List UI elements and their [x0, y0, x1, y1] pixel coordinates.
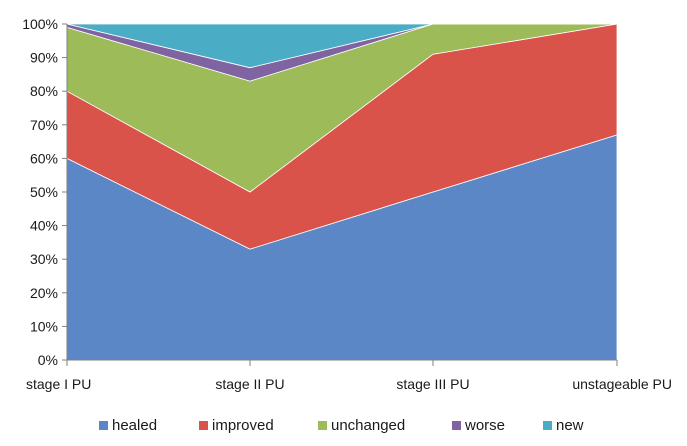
legend-label-worse: worse — [464, 417, 505, 434]
y-tick-label: 70% — [30, 117, 58, 133]
legend-swatch-healed — [99, 421, 108, 430]
legend-swatch-worse — [452, 421, 461, 430]
x-tick-label: unstageable PU — [572, 376, 672, 392]
legend-label-healed: healed — [112, 417, 157, 434]
x-tick-label: stage I PU — [26, 376, 91, 392]
legend-label-new: new — [556, 417, 584, 434]
y-tick-labels: 0% 10% 20% 30% 40% 50% 60% 70% 80% 90% 100% — [22, 16, 58, 368]
legend-swatch-improved — [199, 421, 208, 430]
y-tick-label: 20% — [30, 285, 58, 301]
axes-layer — [62, 23, 618, 366]
legend-swatch-new — [543, 421, 552, 430]
y-tick-label: 60% — [30, 150, 58, 166]
legend: healed improved unchanged worse new — [99, 417, 584, 434]
y-tick-label: 80% — [30, 83, 58, 99]
y-tick-label: 100% — [22, 16, 58, 32]
x-tick-label: stage III PU — [396, 376, 469, 392]
y-tick-label: 10% — [30, 318, 58, 334]
y-tick-label: 40% — [30, 218, 58, 234]
legend-label-improved: improved — [212, 417, 274, 434]
legend-swatch-unchanged — [318, 421, 327, 430]
y-tick-label: 50% — [30, 184, 58, 200]
y-tick-label: 30% — [30, 251, 58, 267]
y-tick-label: 90% — [30, 50, 58, 66]
x-tick-labels: stage I PU stage II PU stage III PU unstage… — [26, 376, 672, 392]
x-tick-label: stage II PU — [215, 376, 284, 392]
area-new — [66, 23, 618, 69]
y-tick-label: 0% — [38, 352, 58, 368]
legend-label-unchanged: unchanged — [331, 417, 405, 434]
areas-layer — [66, 23, 618, 361]
